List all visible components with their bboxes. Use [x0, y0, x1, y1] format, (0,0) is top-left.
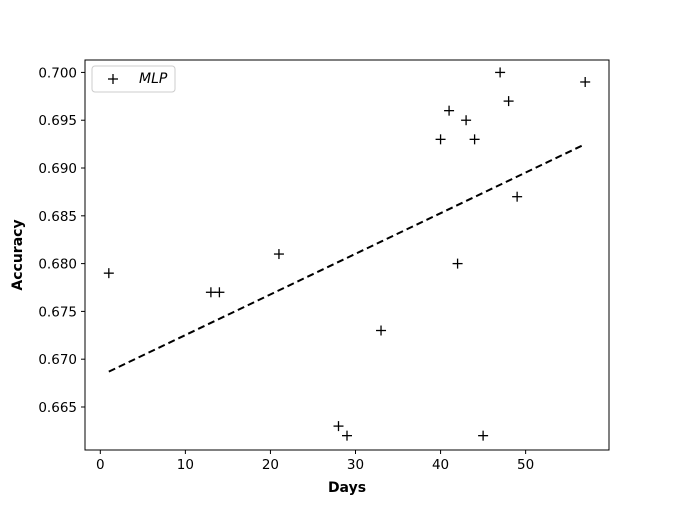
y-tick-label: 0.665: [38, 400, 77, 416]
x-axis-label: Days: [328, 480, 366, 496]
data-point: [342, 430, 352, 441]
y-tick-label: 0.695: [38, 113, 77, 129]
y-tick-label: 0.700: [38, 65, 77, 81]
legend: MLP: [91, 65, 176, 93]
legend-label: MLP: [139, 71, 168, 87]
data-point: [205, 287, 216, 298]
data-point: [452, 258, 463, 269]
x-tick-label: 20: [262, 457, 279, 473]
data-point: [503, 96, 514, 107]
x-tick-label: 10: [177, 457, 194, 473]
data-point: [214, 287, 225, 298]
x-tick-label: 40: [432, 457, 449, 473]
data-point: [103, 268, 114, 279]
data-point: [580, 76, 591, 87]
data-point: [444, 105, 455, 116]
y-axis-label: Accuracy: [10, 219, 26, 290]
x-tick-label: 30: [347, 457, 364, 473]
legend-box: [91, 65, 176, 93]
x-axis: 0 10 20 30 40 50: [96, 450, 534, 473]
y-axis: 0.665 0.670 0.675 0.680 0.685 0.690 0.695 0.700: [38, 65, 85, 416]
data-point: [469, 134, 480, 145]
data-point: [333, 421, 344, 432]
y-tick-label: 0.685: [38, 209, 77, 225]
legend-plus-marker: [108, 74, 118, 84]
data-point: [461, 115, 472, 126]
y-tick-label: 0.690: [38, 161, 77, 177]
data-point: [273, 249, 284, 260]
y-tick-label: 0.675: [38, 304, 77, 320]
data-point: [435, 134, 446, 145]
y-tick-label: 0.680: [38, 257, 77, 273]
legend-marker-icon: [108, 74, 118, 84]
plot-frame: [84, 59, 610, 451]
plot-area: [103, 67, 591, 441]
y-tick-label: 0.670: [38, 352, 77, 368]
x-tick-label: 50: [517, 457, 534, 473]
data-point: [495, 67, 506, 78]
data-point: [376, 325, 387, 336]
x-tick-label: 0: [96, 457, 105, 473]
data-point: [512, 191, 523, 202]
data-point: [478, 430, 489, 441]
